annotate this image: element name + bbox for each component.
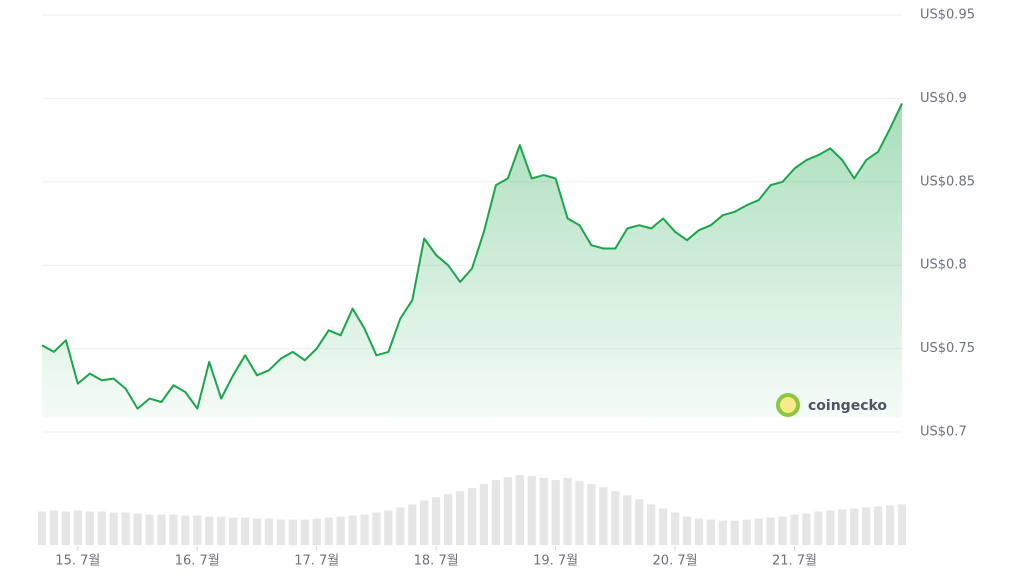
volume-bar: [563, 478, 572, 545]
volume-bar: [181, 515, 190, 545]
y-tick-label: US$0.7: [920, 425, 967, 440]
volume-bar: [515, 475, 524, 545]
volume-bar: [49, 510, 59, 545]
volume-bar: [527, 476, 536, 545]
volume-bar: [551, 480, 560, 545]
price-area: [42, 103, 902, 419]
volume-bar: [754, 518, 763, 545]
watermark: coingecko: [776, 393, 887, 417]
volume-bar: [396, 507, 405, 545]
y-tick-label: US$0.75: [920, 341, 975, 356]
volume-bar: [324, 517, 333, 545]
price-line: [41, 102, 903, 410]
x-tick-label: 15. 7월: [55, 554, 100, 569]
volume-bar: [503, 477, 512, 545]
plot: [41, 102, 903, 419]
volume-bar: [862, 507, 871, 545]
y-tick-label: US$0.9: [920, 91, 967, 106]
volume-bar: [718, 520, 727, 545]
volume-bar: [873, 506, 883, 545]
volume-bar: [217, 516, 226, 545]
volume-bar: [658, 508, 668, 545]
volume-bar: [885, 505, 895, 545]
volume-bar: [228, 517, 238, 545]
volume-bar: [193, 515, 202, 545]
x-tick-label: 19. 7월: [533, 554, 578, 569]
volume-bar: [276, 519, 286, 545]
volume-bar: [742, 519, 751, 545]
x-tick-label: 20. 7월: [653, 554, 698, 569]
volume-bar: [133, 513, 142, 545]
volume-bar: [635, 499, 644, 545]
volume-bar: [467, 488, 477, 545]
volume-bar: [670, 512, 680, 545]
volume-bar: [539, 478, 548, 545]
watermark-logo-inner: [780, 397, 796, 413]
volume-bar: [706, 519, 716, 545]
volume-bar: [420, 500, 429, 545]
volume-bar: [694, 518, 704, 545]
y-tick-label: US$0.85: [920, 174, 975, 189]
volume-bar: [491, 480, 501, 545]
volume-bar: [814, 511, 823, 545]
volume-bar: [802, 513, 811, 545]
volume-bar: [300, 519, 309, 545]
volume-bar: [432, 497, 441, 545]
volume-bar: [479, 484, 489, 545]
volume-bar: [647, 504, 656, 545]
watermark-text: coingecko: [808, 398, 887, 414]
volume-bar: [455, 491, 465, 545]
volume-bar: [372, 512, 381, 545]
volume-bar: [408, 504, 417, 545]
labels: US$0.95 US$0.9 US$0.85 US$0.8 US$0.75 US$0.7 1…: [55, 8, 975, 569]
volume-bar: [623, 495, 632, 545]
volume-bar: [575, 481, 584, 545]
volume-bar: [145, 514, 154, 545]
volume-bar: [121, 512, 130, 545]
volume-bars: [37, 475, 907, 545]
volume-bar: [360, 514, 369, 545]
volume-bar: [61, 511, 71, 545]
x-tick-label: 17. 7월: [294, 554, 339, 569]
volume-bar: [252, 518, 262, 545]
volume-bar: [73, 510, 82, 545]
volume-bar: [682, 516, 692, 545]
volume-bar: [850, 508, 859, 545]
volume-bar: [443, 494, 453, 545]
volume-bar: [336, 516, 345, 545]
volume-bar: [348, 515, 357, 545]
volume-bar: [587, 484, 596, 545]
volume-bar: [384, 510, 393, 545]
volume-bar: [730, 520, 739, 545]
volume-bar: [240, 517, 250, 545]
volume-bar: [205, 516, 214, 545]
volume-bar: [85, 511, 94, 545]
volume-bar: [778, 516, 787, 545]
y-tick-label: US$0.95: [920, 8, 975, 23]
volume-bar: [826, 510, 835, 545]
volume-bar: [97, 511, 106, 545]
x-tick-label: 18. 7월: [414, 554, 459, 569]
volume-bar: [897, 504, 907, 545]
volume-bar: [109, 512, 118, 545]
volume-bar: [611, 491, 620, 545]
volume-bar: [169, 514, 178, 545]
volume-bar: [766, 517, 775, 545]
volume-bar: [37, 511, 47, 545]
volume-bar: [157, 514, 166, 545]
volume-bar: [790, 514, 799, 545]
volume-bar: [264, 518, 274, 545]
x-tick-label: 16. 7월: [175, 554, 220, 569]
volume-bar: [838, 509, 847, 545]
volume-bar: [288, 519, 297, 545]
volume-bar: [312, 518, 321, 545]
volume-bar: [599, 487, 608, 545]
x-tick-label: 21. 7월: [772, 554, 817, 569]
y-tick-label: US$0.8: [920, 258, 967, 273]
